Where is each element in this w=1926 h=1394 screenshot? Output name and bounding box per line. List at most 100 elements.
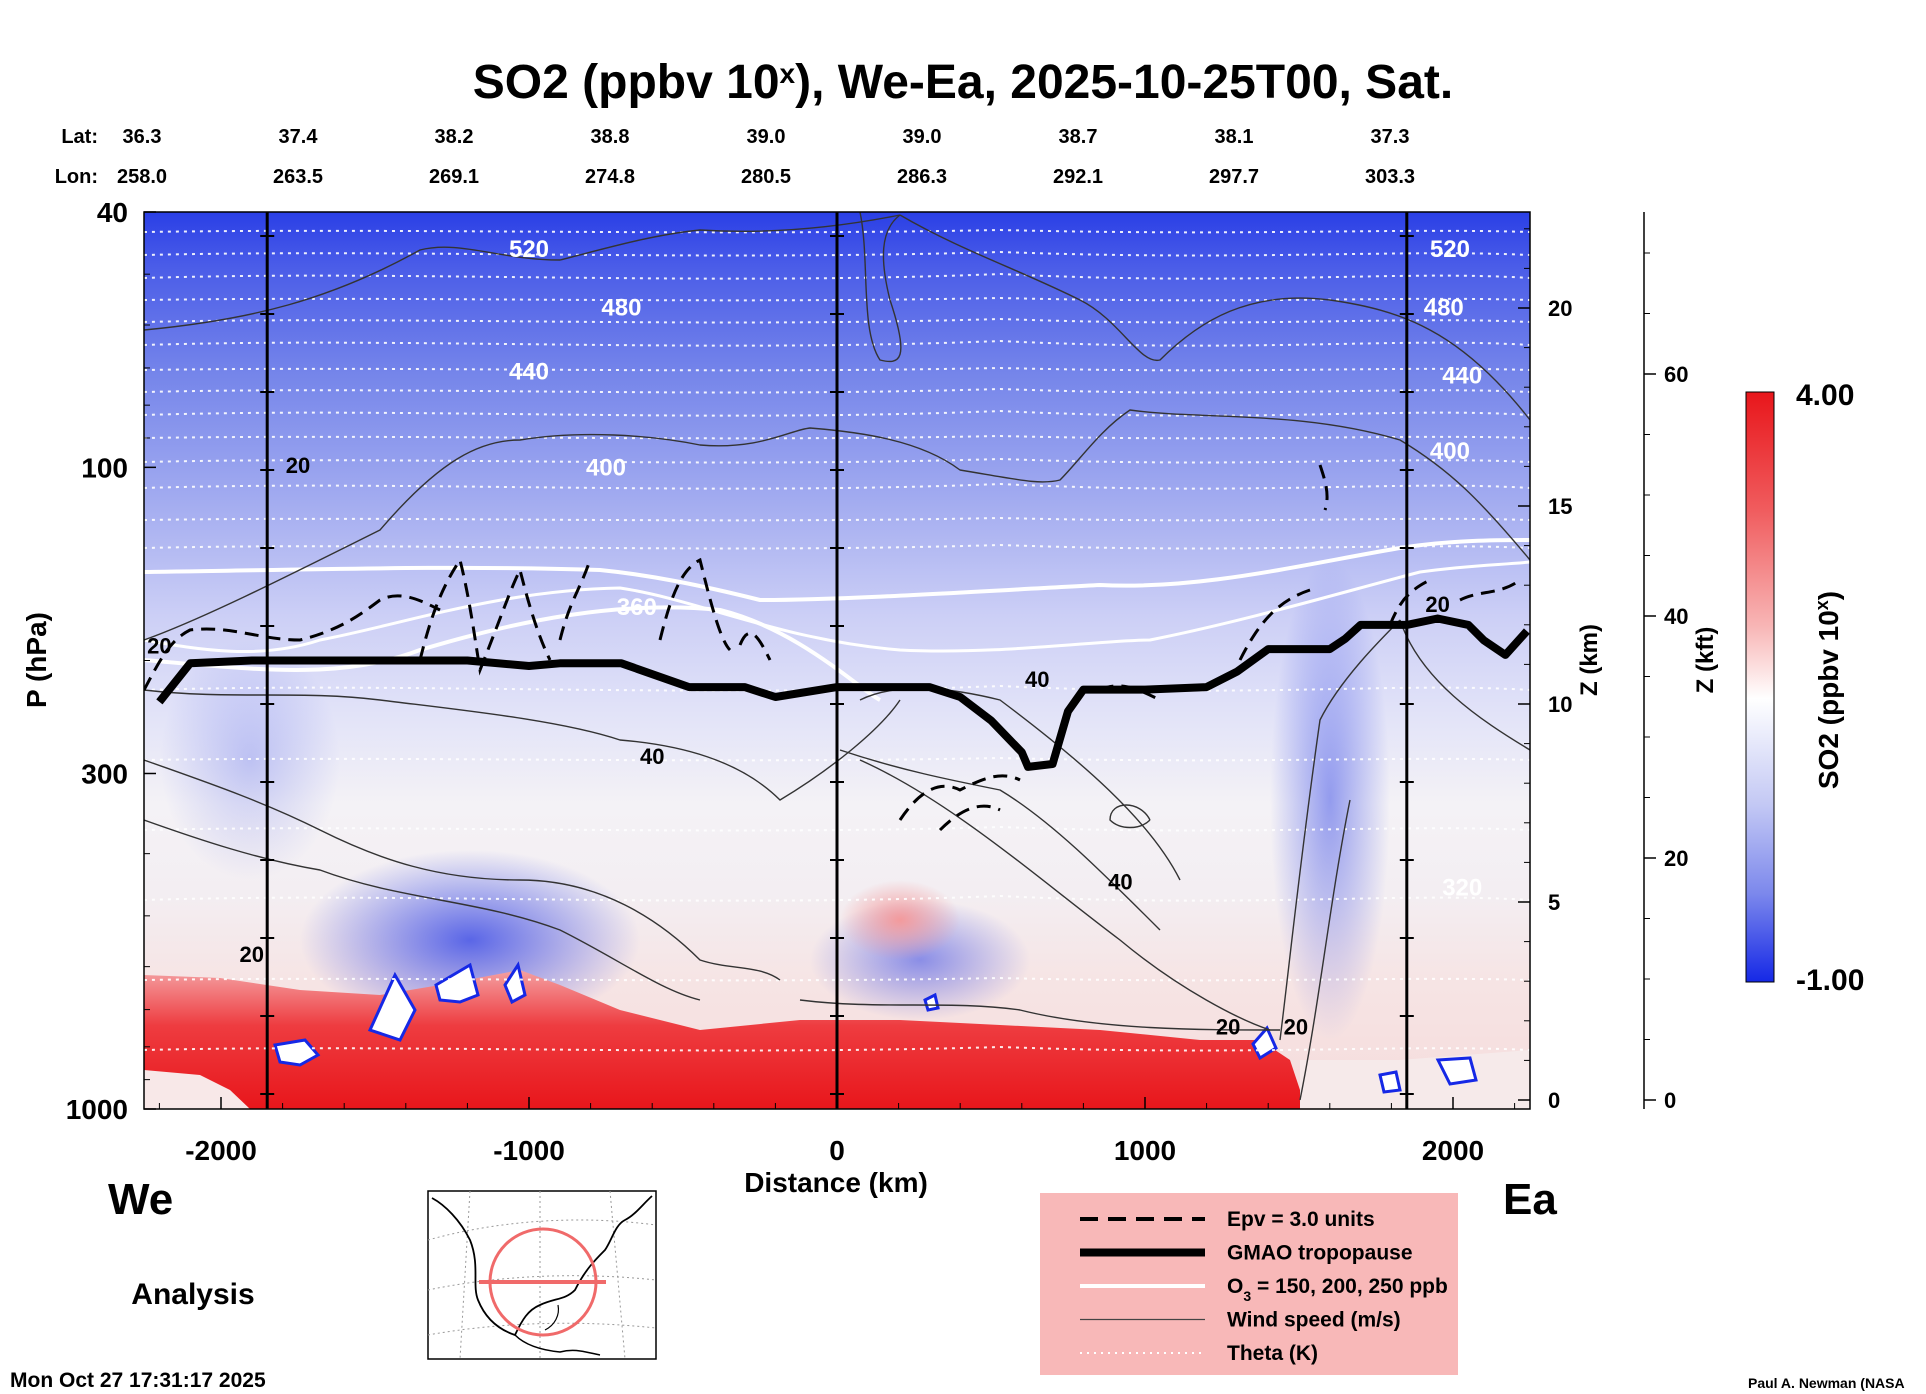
wind-speed-contours (144, 212, 1530, 1101)
inset-map (427, 1190, 657, 1360)
colorbar-label: SO2 (ppbv 10x) (1812, 591, 1844, 789)
theta-line (144, 409, 1530, 417)
lat-value: 37.4 (279, 126, 319, 148)
wind-speed-label: 20 (1216, 1014, 1240, 1039)
legend-label: O3 = 150, 200, 250 ppb (1227, 1275, 1448, 1304)
z-kft-tick-label: 60 (1664, 362, 1688, 387)
lon-header: Lon: (55, 166, 98, 188)
legend: Epv = 3.0 units GMAO tropopause O3 = 150, … (1040, 1193, 1458, 1375)
theta-line (144, 1045, 1530, 1052)
theta-label: 360 (617, 594, 657, 621)
theta-line (144, 296, 1530, 302)
lon-value: 263.5 (273, 166, 323, 188)
lat-value: 38.1 (1215, 126, 1254, 148)
theta-line (144, 825, 1530, 832)
z-km-tick-label: 15 (1548, 494, 1572, 519)
theta-label: 440 (1442, 362, 1482, 389)
x-tick-label: 0 (829, 1135, 845, 1166)
lat-value: 37.3 (1371, 126, 1410, 148)
wind-speed-label: 40 (1025, 667, 1049, 692)
legend-label: Theta (K) (1227, 1342, 1318, 1365)
east-end-label: Ea (1503, 1175, 1557, 1224)
colorbar (1745, 391, 1775, 983)
wind-speed-label: 40 (640, 744, 664, 769)
lat-value: 38.8 (591, 126, 630, 148)
lon-value: 286.3 (897, 166, 947, 188)
p-tick-label: 300 (81, 758, 128, 789)
x-tick-label: -1000 (493, 1135, 565, 1166)
p-tick-label: 40 (97, 197, 128, 228)
lon-value: 280.5 (741, 166, 791, 188)
wind-speed-labels: 20 20 20 40 40 40 20 20 20 (147, 453, 1450, 1039)
surface-white-west (144, 1070, 250, 1109)
colorbar-max-label: 4.00 (1796, 379, 1854, 412)
theta-line (144, 976, 1530, 982)
wind-speed-label: 20 (286, 453, 310, 478)
theta-labels: 520 480 440 400 360 520 480 440 400 320 (509, 236, 1482, 902)
z-km-axis-label: Z (km) (1576, 624, 1603, 696)
theta-line (144, 228, 1530, 234)
theta-label: 440 (509, 359, 549, 386)
epv-contours (144, 464, 1521, 832)
wind-speed-label: 20 (1284, 1014, 1308, 1039)
z-kft-tick-label: 0 (1664, 1088, 1676, 1113)
wind-speed-label: 20 (1425, 592, 1449, 617)
theta-label: 520 (1430, 236, 1470, 263)
z-kft-axis-label: Z (kft) (1692, 627, 1719, 694)
lon-value: 269.1 (429, 166, 479, 188)
z-km-tick-label: 10 (1548, 692, 1572, 717)
p-tick-label: 100 (81, 452, 128, 483)
wind-speed-label: 40 (1108, 870, 1132, 895)
wind-speed-label: 20 (240, 942, 264, 967)
theta-label: 480 (601, 295, 641, 322)
lat-lon-header: Lat: Lon: 36.3 37.4 38.2 38.8 39.0 39.0 38.7 38.1… (55, 126, 1415, 188)
boundary-layer-red (144, 970, 1300, 1109)
z-km-tick-label: 0 (1548, 1088, 1560, 1113)
lon-value: 303.3 (1365, 166, 1415, 188)
theta-line (144, 482, 1530, 490)
colorbar-min-label: -1.00 (1796, 964, 1864, 997)
theta-line (144, 250, 1530, 257)
lat-value: 36.3 (123, 126, 162, 148)
z-km-tick-label: 20 (1548, 296, 1572, 321)
z-kft-tick-label: 40 (1664, 604, 1688, 629)
x-tick-label: 1000 (1114, 1135, 1176, 1166)
lat-value: 38.7 (1059, 126, 1098, 148)
theta-line (144, 457, 1530, 464)
legend-label: Epv = 3.0 units (1227, 1208, 1375, 1231)
theta-line (144, 317, 1530, 324)
credit: Paul A. Newman (NASA (1748, 1375, 1905, 1391)
lat-value: 39.0 (903, 126, 942, 148)
theta-line (144, 434, 1530, 440)
wind-speed-label: 20 (147, 633, 171, 658)
p-tick-label: 1000 (66, 1094, 128, 1125)
lon-value: 258.0 (117, 166, 167, 188)
theta-line (144, 366, 1530, 372)
blue-anomaly-east (1270, 560, 1390, 1040)
theta-line (144, 339, 1530, 347)
x-tick-label: -2000 (185, 1135, 257, 1166)
legend-label: GMAO tropopause (1227, 1242, 1413, 1265)
theta-line (144, 894, 1530, 902)
theta-label: 480 (1424, 295, 1464, 322)
ozone-contours (144, 538, 1530, 702)
lon-value: 297.7 (1209, 166, 1259, 188)
analysis-label: Analysis (131, 1278, 254, 1311)
blue-anomaly-left-mid (160, 640, 340, 880)
lon-value: 274.8 (585, 166, 635, 188)
theta-label: 400 (1430, 438, 1470, 465)
plot-area: 520 480 440 400 360 520 480 440 400 320 20 20 20 40 4… (144, 212, 1530, 1109)
theta-contours (144, 228, 1530, 1052)
lat-header: Lat: (61, 126, 98, 148)
axes: -2000 -1000 0 1000 2000 40 100 300 1000 0 5 10 15 20 0… (66, 197, 1689, 1166)
gmao-tropopause-line (156, 614, 1530, 771)
x-axis-label: Distance (km) (744, 1167, 928, 1198)
z-km-tick-label: 5 (1548, 890, 1560, 915)
theta-line (144, 387, 1530, 394)
x-tick-label: 2000 (1422, 1135, 1484, 1166)
theta-label: 520 (509, 236, 549, 263)
lat-value: 39.0 (747, 126, 786, 148)
lat-value: 38.2 (435, 126, 474, 148)
west-end-label: We (108, 1175, 173, 1224)
